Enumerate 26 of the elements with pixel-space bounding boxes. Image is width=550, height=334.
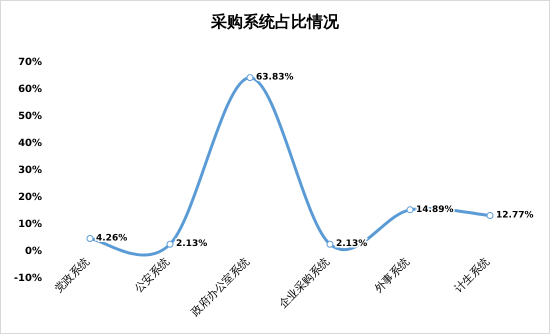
point [166,240,174,248]
x-tick-label: 计生系统 [452,254,492,296]
y-tick-label: 70% [18,57,42,68]
data-label: 12.77% [496,210,534,221]
data-label: 63.83% [256,72,294,83]
y-tick-label: 20% [18,192,42,203]
x-tick-label: 外事系统 [372,254,412,296]
y-tick-label: 60% [18,84,42,95]
y-tick-label: 30% [18,165,42,176]
y-tick-label: -10% [14,273,42,284]
y-tick-label: 40% [18,138,42,149]
point [326,240,334,248]
point [86,235,94,242]
y-tick-label: 10% [18,219,42,230]
y-tick-label: 0% [25,246,42,257]
point [406,206,414,214]
x-tick-label: 企业采购系统 [276,254,332,311]
x-tick-label: 党政系统 [52,254,92,296]
chart-title: 采购系统占比情况 [210,12,340,31]
y-tick-label: 50% [18,111,42,122]
data-label: 4.26% [96,234,128,244]
x-tick-label: 公安系统 [132,254,172,296]
x-tick-label: 政府办公室系统 [188,254,252,319]
point [486,212,494,220]
data-label: 2.13% [176,239,208,250]
point [246,74,254,82]
